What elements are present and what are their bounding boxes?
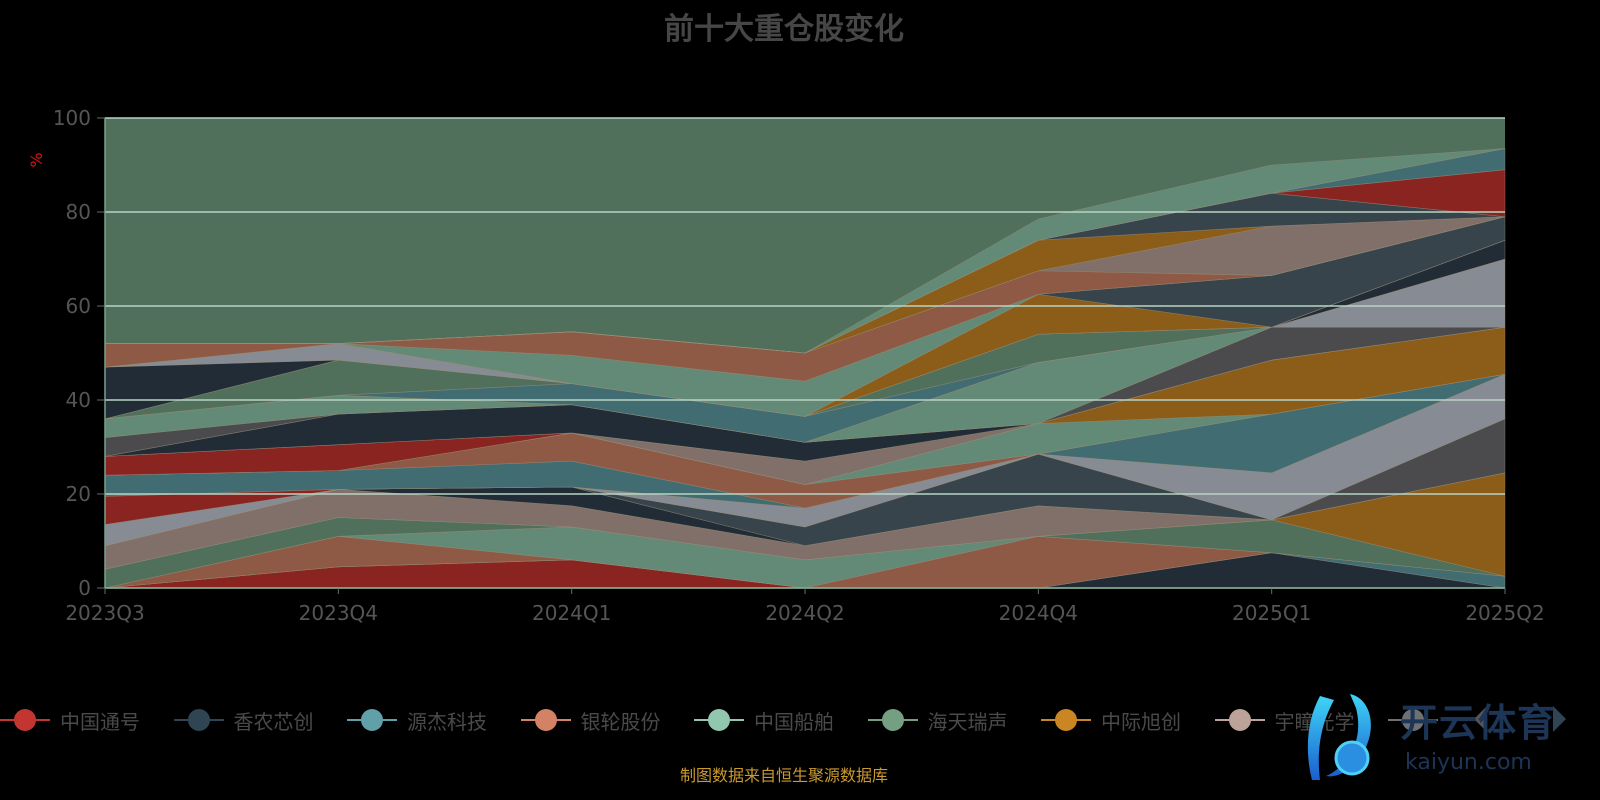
data-source-note: 制图数据来自恒生聚源数据库 <box>679 766 888 785</box>
legend-marker-icon <box>0 705 50 735</box>
x-tick-label: 2023Q3 <box>65 601 144 625</box>
y-axis-label: % <box>27 152 46 167</box>
legend-marker-icon <box>1388 705 1438 735</box>
legend-item[interactable]: 中国通号 <box>0 705 140 735</box>
legend-label: 中国船舶 <box>754 709 834 734</box>
legend-item[interactable] <box>1388 705 1448 735</box>
x-axis: 2023Q3 2023Q4 2024Q1 2024Q2 2024Q4 2025Q1 2025… <box>65 587 1545 625</box>
legend-item[interactable]: 香农芯创 <box>173 705 314 735</box>
chart-title: 前十大重仓股变化 <box>664 12 904 47</box>
y-tick-label: 40 <box>66 388 91 412</box>
x-tick-label: 2025Q2 <box>1465 601 1544 625</box>
legend-marker-icon <box>1214 705 1265 735</box>
legend-marker-icon <box>173 705 224 735</box>
logo-text-en: kaiyun.com <box>1405 750 1532 775</box>
legend-label: 中国通号 <box>60 709 140 734</box>
legend-marker-icon <box>347 705 397 735</box>
logo-text-cn: 开云体育 <box>1400 701 1557 745</box>
legend-item[interactable]: 海天瑞声 <box>867 705 1008 735</box>
legend-label: 银轮股份 <box>580 709 661 734</box>
legend-item[interactable]: 中际旭创 <box>1041 705 1181 735</box>
legend-label: 香农芯创 <box>233 709 314 734</box>
area-series-36 <box>105 148 1506 354</box>
y-axis: 0 20 40 60 80 100 <box>53 106 106 600</box>
legend-item[interactable]: 源杰科技 <box>347 705 487 735</box>
legend-marker-icon <box>694 705 744 735</box>
watermark-logo: 开云体育 kaiyun.com <box>1290 688 1570 788</box>
x-tick-label: 2025Q1 <box>1232 601 1311 625</box>
x-tick-label: 2023Q4 <box>299 601 378 625</box>
y-tick-label: 80 <box>66 200 91 224</box>
area-layers <box>104 118 1506 589</box>
legend-next-page-icon[interactable] <box>1553 706 1566 732</box>
x-tick-label: 2024Q2 <box>765 601 844 625</box>
y-tick-label: 60 <box>66 294 91 318</box>
legend-label: 海天瑞声 <box>927 709 1008 734</box>
kaiyun-logo-icon <box>1307 694 1371 780</box>
y-tick-label: 20 <box>66 482 91 506</box>
legend-label: 源杰科技 <box>407 709 487 734</box>
legend-marker-icon <box>1041 705 1091 735</box>
x-tick-label: 2024Q1 <box>532 601 611 625</box>
x-tick-label: 2024Q4 <box>999 601 1078 625</box>
legend-label: 中际旭创 <box>1101 709 1181 734</box>
y-tick-label: 0 <box>78 576 91 600</box>
legend-item[interactable]: 银轮股份 <box>520 705 661 735</box>
legend-marker-icon <box>867 705 918 735</box>
y-tick-label: 100 <box>53 106 91 130</box>
legend-prev-page-icon[interactable] <box>1474 706 1487 732</box>
legend-item[interactable]: 中国船舶 <box>694 705 834 735</box>
legend-marker-icon <box>520 705 571 735</box>
